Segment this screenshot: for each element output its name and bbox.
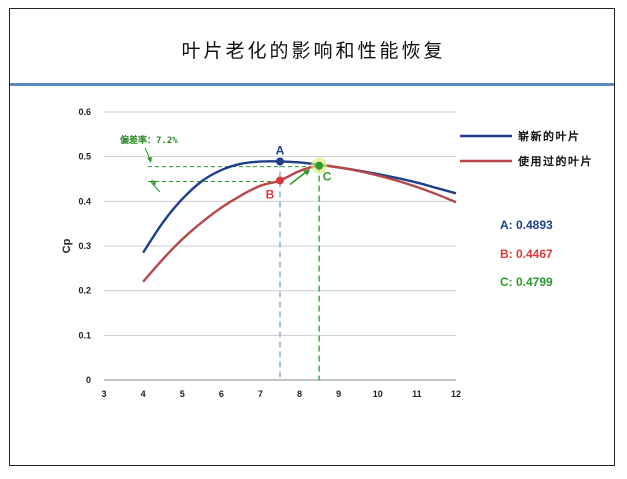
annotation-arrowhead-upper xyxy=(147,157,152,163)
data-point-a xyxy=(276,157,284,166)
x-tick-label: 8 xyxy=(297,389,302,399)
legend-entry-2: 使用过的叶片 xyxy=(517,154,593,168)
point-value-c: C: 0.4799 xyxy=(500,275,553,289)
y-tick-label: 0.3 xyxy=(78,241,91,251)
title-divider xyxy=(10,83,614,86)
y-tick-label: 0.1 xyxy=(78,330,91,340)
x-tick-label: 7 xyxy=(258,389,263,399)
x-tick-label: 11 xyxy=(412,389,422,399)
x-tick-label: 5 xyxy=(180,389,185,399)
x-tick-label: 9 xyxy=(336,389,341,399)
point-label-a: A xyxy=(276,143,285,157)
legend-entry-1: 崭新的叶片 xyxy=(518,129,581,143)
y-tick-label: 0.6 xyxy=(78,107,91,117)
y-tick-label: 0.5 xyxy=(78,152,91,162)
x-tick-label: 4 xyxy=(141,389,146,399)
b-to-c-arrowhead xyxy=(303,169,311,176)
annotation-arrowhead-lower xyxy=(151,180,156,186)
y-tick-label: 0.4 xyxy=(78,196,91,206)
series-line-new-blade xyxy=(142,160,457,254)
data-point-b xyxy=(276,176,284,185)
point-value-a: A: 0.4893 xyxy=(500,218,553,232)
series-line-used-blade xyxy=(142,164,457,283)
x-tick-label: 3 xyxy=(101,389,106,399)
y-axis-label: Cp xyxy=(61,238,73,253)
data-point-c xyxy=(315,161,324,170)
x-tick-label: 12 xyxy=(451,389,461,399)
point-label-b: B xyxy=(266,187,275,201)
chart-title: 叶片老化的影响和性能恢复 xyxy=(181,40,446,62)
point-value-b: B: 0.4467 xyxy=(500,247,553,261)
point-label-c: C xyxy=(323,170,332,184)
y-tick-label: 0 xyxy=(86,375,91,385)
annotation-pointer-lower xyxy=(150,181,161,193)
y-tick-label: 0.2 xyxy=(78,286,91,296)
deviation-annotation: 偏差率：7.2% xyxy=(120,134,178,146)
x-tick-label: 6 xyxy=(219,389,224,399)
x-tick-label: 10 xyxy=(373,389,383,399)
